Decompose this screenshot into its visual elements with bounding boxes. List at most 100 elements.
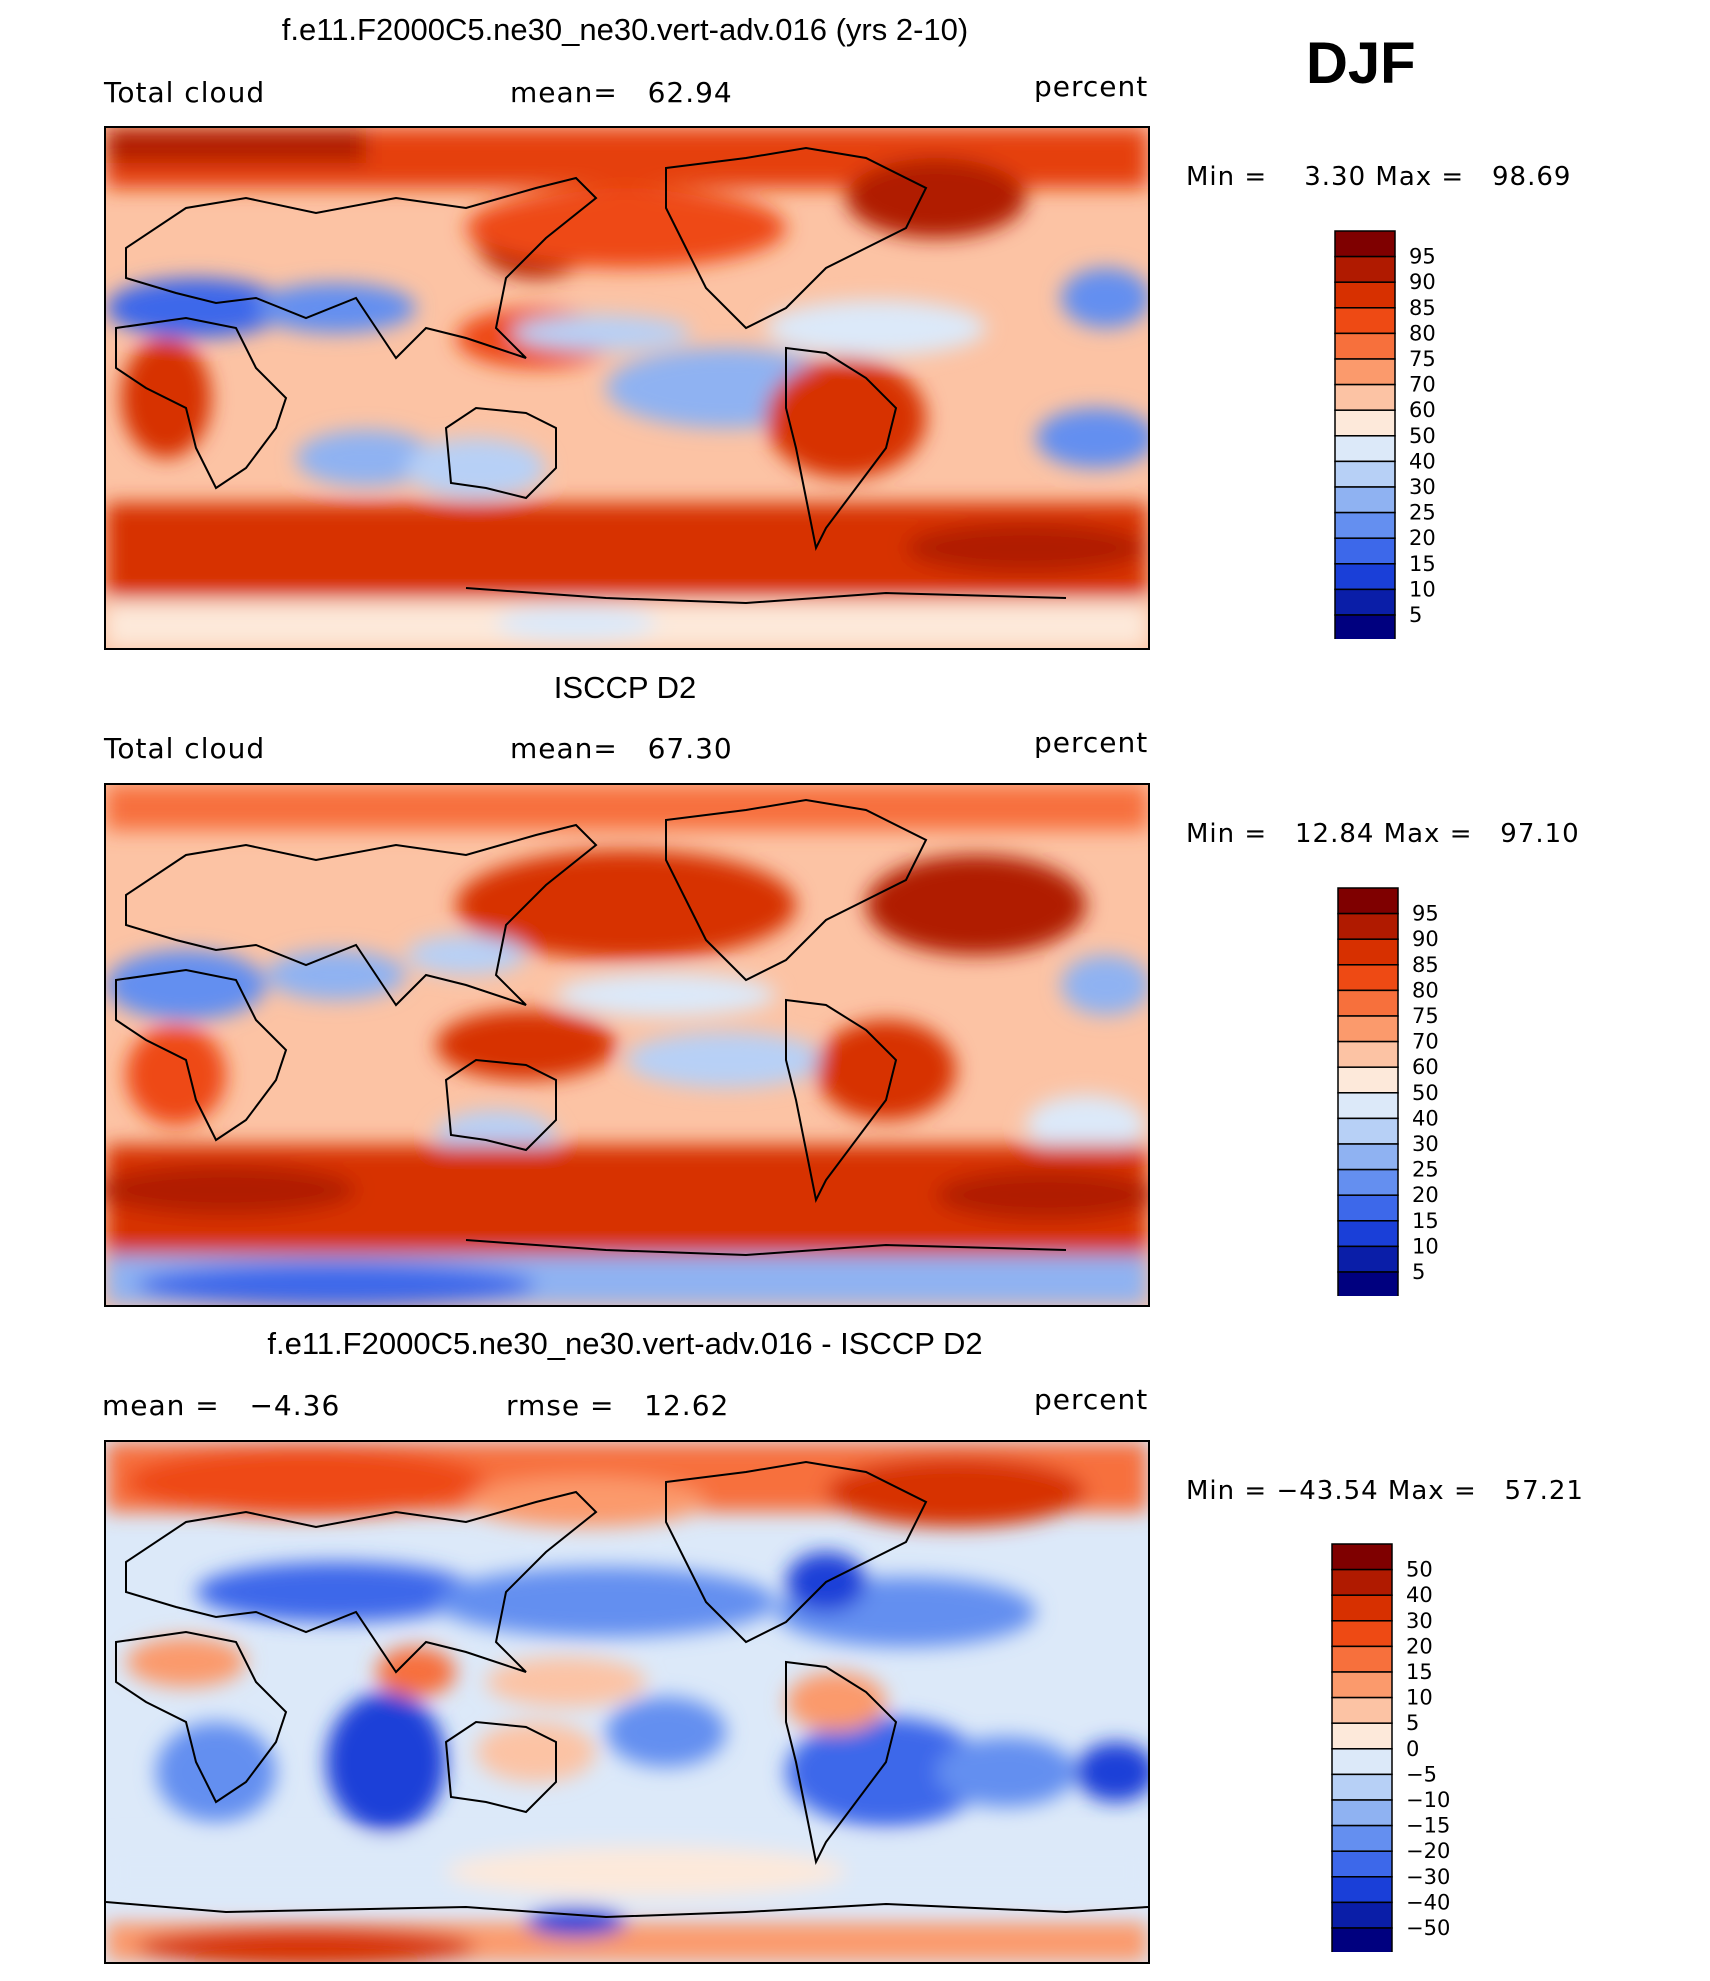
colorbar-swatch [1337, 1040, 1399, 1068]
colorbar-tick-label: 40 [1406, 1583, 1433, 1607]
colorbar-tick-label: −5 [1406, 1762, 1437, 1786]
colorbar-swatch [1331, 1568, 1393, 1596]
panel1-title: f.e11.F2000C5.ne30_ne30.vert-adv.016 (yr… [281, 12, 969, 47]
colorbar-swatch [1334, 383, 1396, 411]
panel1-colorbar: 95 90 85 80 75 70 60 50 40 30 25 20 15 10 5 [1333, 229, 1533, 644]
colorbar-tick-label: 15 [1412, 1209, 1439, 1233]
colorbar-swatch [1337, 887, 1399, 915]
colorbar-swatch [1331, 1722, 1393, 1750]
colorbar-swatch [1337, 1245, 1399, 1273]
panel2-variable-label: Total cloud [104, 732, 266, 765]
colorbar-swatch [1331, 1799, 1393, 1827]
colorbar-swatch [1334, 460, 1396, 488]
panel1-coastlines [115, 146, 1067, 605]
colorbar-tick-label: 15 [1409, 552, 1436, 576]
season-label: DJF [1306, 31, 1416, 96]
colorbar-swatch [1331, 1645, 1393, 1673]
colorbar-swatch [1331, 1748, 1393, 1776]
colorbar-tick-label: 80 [1412, 978, 1439, 1002]
panel2-coastlines [115, 798, 1067, 1257]
colorbar-tick-label: 30 [1412, 1132, 1439, 1156]
panel2-mean-label: mean= 67.30 [510, 732, 733, 765]
colorbar-tick-label: 15 [1406, 1660, 1433, 1684]
colorbar-tick-label: 50 [1412, 1081, 1439, 1105]
colorbar-tick-label: 75 [1409, 347, 1436, 371]
colorbar-swatch [1334, 332, 1396, 360]
colorbar-swatch [1331, 1876, 1393, 1904]
colorbar-swatch [1334, 614, 1396, 642]
colorbar-swatch [1337, 989, 1399, 1017]
colorbar-tick-label: 50 [1409, 424, 1436, 448]
colorbar-tick-label: −20 [1406, 1839, 1450, 1863]
colorbar-swatch [1337, 964, 1399, 992]
colorbar-tick-label: 95 [1409, 245, 1436, 269]
panel3-map-svg [106, 1442, 1148, 1962]
colorbar-swatch [1334, 281, 1396, 309]
colorbar-tick-label: 5 [1406, 1711, 1419, 1735]
colorbar-tick-label: 50 [1406, 1558, 1433, 1582]
colorbar-swatch [1334, 358, 1396, 386]
colorbar-swatch [1331, 1927, 1393, 1955]
panel2-map [104, 783, 1150, 1307]
colorbar-tick-label: −10 [1406, 1788, 1450, 1812]
colorbar-swatch [1331, 1620, 1393, 1648]
colorbar-swatch [1331, 1850, 1393, 1878]
panel3-units-label: percent [1034, 1383, 1149, 1416]
colorbar-swatch [1334, 588, 1396, 616]
colorbar-swatch [1337, 1092, 1399, 1120]
colorbar-swatch [1337, 1117, 1399, 1145]
panel3-coastlines [106, 1460, 1148, 1919]
panel2-map-svg [106, 785, 1148, 1305]
panel1-map [104, 126, 1150, 650]
panel3-minmax: Min = −43.54 Max = 57.21 [1186, 1476, 1584, 1506]
colorbar-tick-label: 25 [1409, 501, 1436, 525]
colorbar-tick-label: 85 [1409, 296, 1436, 320]
panel3-title: f.e11.F2000C5.ne30_ne30.vert-adv.016 - I… [267, 1326, 983, 1361]
colorbar-swatch [1331, 1773, 1393, 1801]
colorbar-swatch [1334, 537, 1396, 565]
panel1-mean-label: mean= 62.94 [510, 76, 733, 109]
colorbar-tick-label: 70 [1409, 373, 1436, 397]
colorbar-swatch [1331, 1696, 1393, 1724]
panel2-colorbar: 95 90 85 80 75 70 60 50 40 30 25 20 15 10 5 [1336, 886, 1536, 1301]
colorbar-tick-label: 90 [1409, 270, 1436, 294]
colorbar-swatch [1331, 1594, 1393, 1622]
colorbar-swatch [1331, 1901, 1393, 1929]
panel1-variable-label: Total cloud [104, 76, 266, 109]
panel1-map-svg [106, 128, 1148, 648]
colorbar-swatch [1331, 1824, 1393, 1852]
panel3-map [104, 1440, 1150, 1964]
panel2-units-label: percent [1034, 726, 1149, 759]
colorbar-swatch [1337, 1015, 1399, 1043]
colorbar-tick-label: 60 [1409, 398, 1436, 422]
colorbar-tick-label: 75 [1412, 1004, 1439, 1028]
panel1-units-label: percent [1034, 70, 1149, 103]
colorbar-swatch [1331, 1671, 1393, 1699]
panel2-minmax: Min = 12.84 Max = 97.10 [1186, 819, 1580, 849]
panel1-minmax: Min = 3.30 Max = 98.69 [1186, 162, 1572, 192]
colorbar-swatch [1334, 307, 1396, 335]
colorbar-swatch [1337, 1066, 1399, 1094]
colorbar-swatch [1331, 1543, 1393, 1571]
colorbar-tick-label: −50 [1406, 1916, 1450, 1940]
colorbar-tick-label: 95 [1412, 902, 1439, 926]
colorbar-swatch [1334, 409, 1396, 437]
colorbar-swatch [1337, 1271, 1399, 1299]
colorbar-tick-label: 5 [1409, 603, 1422, 627]
colorbar-tick-label: 20 [1409, 526, 1436, 550]
colorbar-swatch [1337, 938, 1399, 966]
colorbar-tick-label: 30 [1409, 475, 1436, 499]
colorbar-tick-label: 25 [1412, 1158, 1439, 1182]
colorbar-tick-label: 40 [1412, 1106, 1439, 1130]
panel2-title: ISCCP D2 [553, 670, 697, 705]
colorbar-swatch [1334, 255, 1396, 283]
colorbar-swatch [1334, 486, 1396, 514]
colorbar-tick-label: 10 [1406, 1686, 1433, 1710]
colorbar-tick-label: 80 [1409, 321, 1436, 345]
colorbar-swatch [1337, 1168, 1399, 1196]
colorbar-swatch [1334, 563, 1396, 591]
colorbar-swatch [1337, 1143, 1399, 1171]
colorbar-tick-label: −30 [1406, 1865, 1450, 1889]
